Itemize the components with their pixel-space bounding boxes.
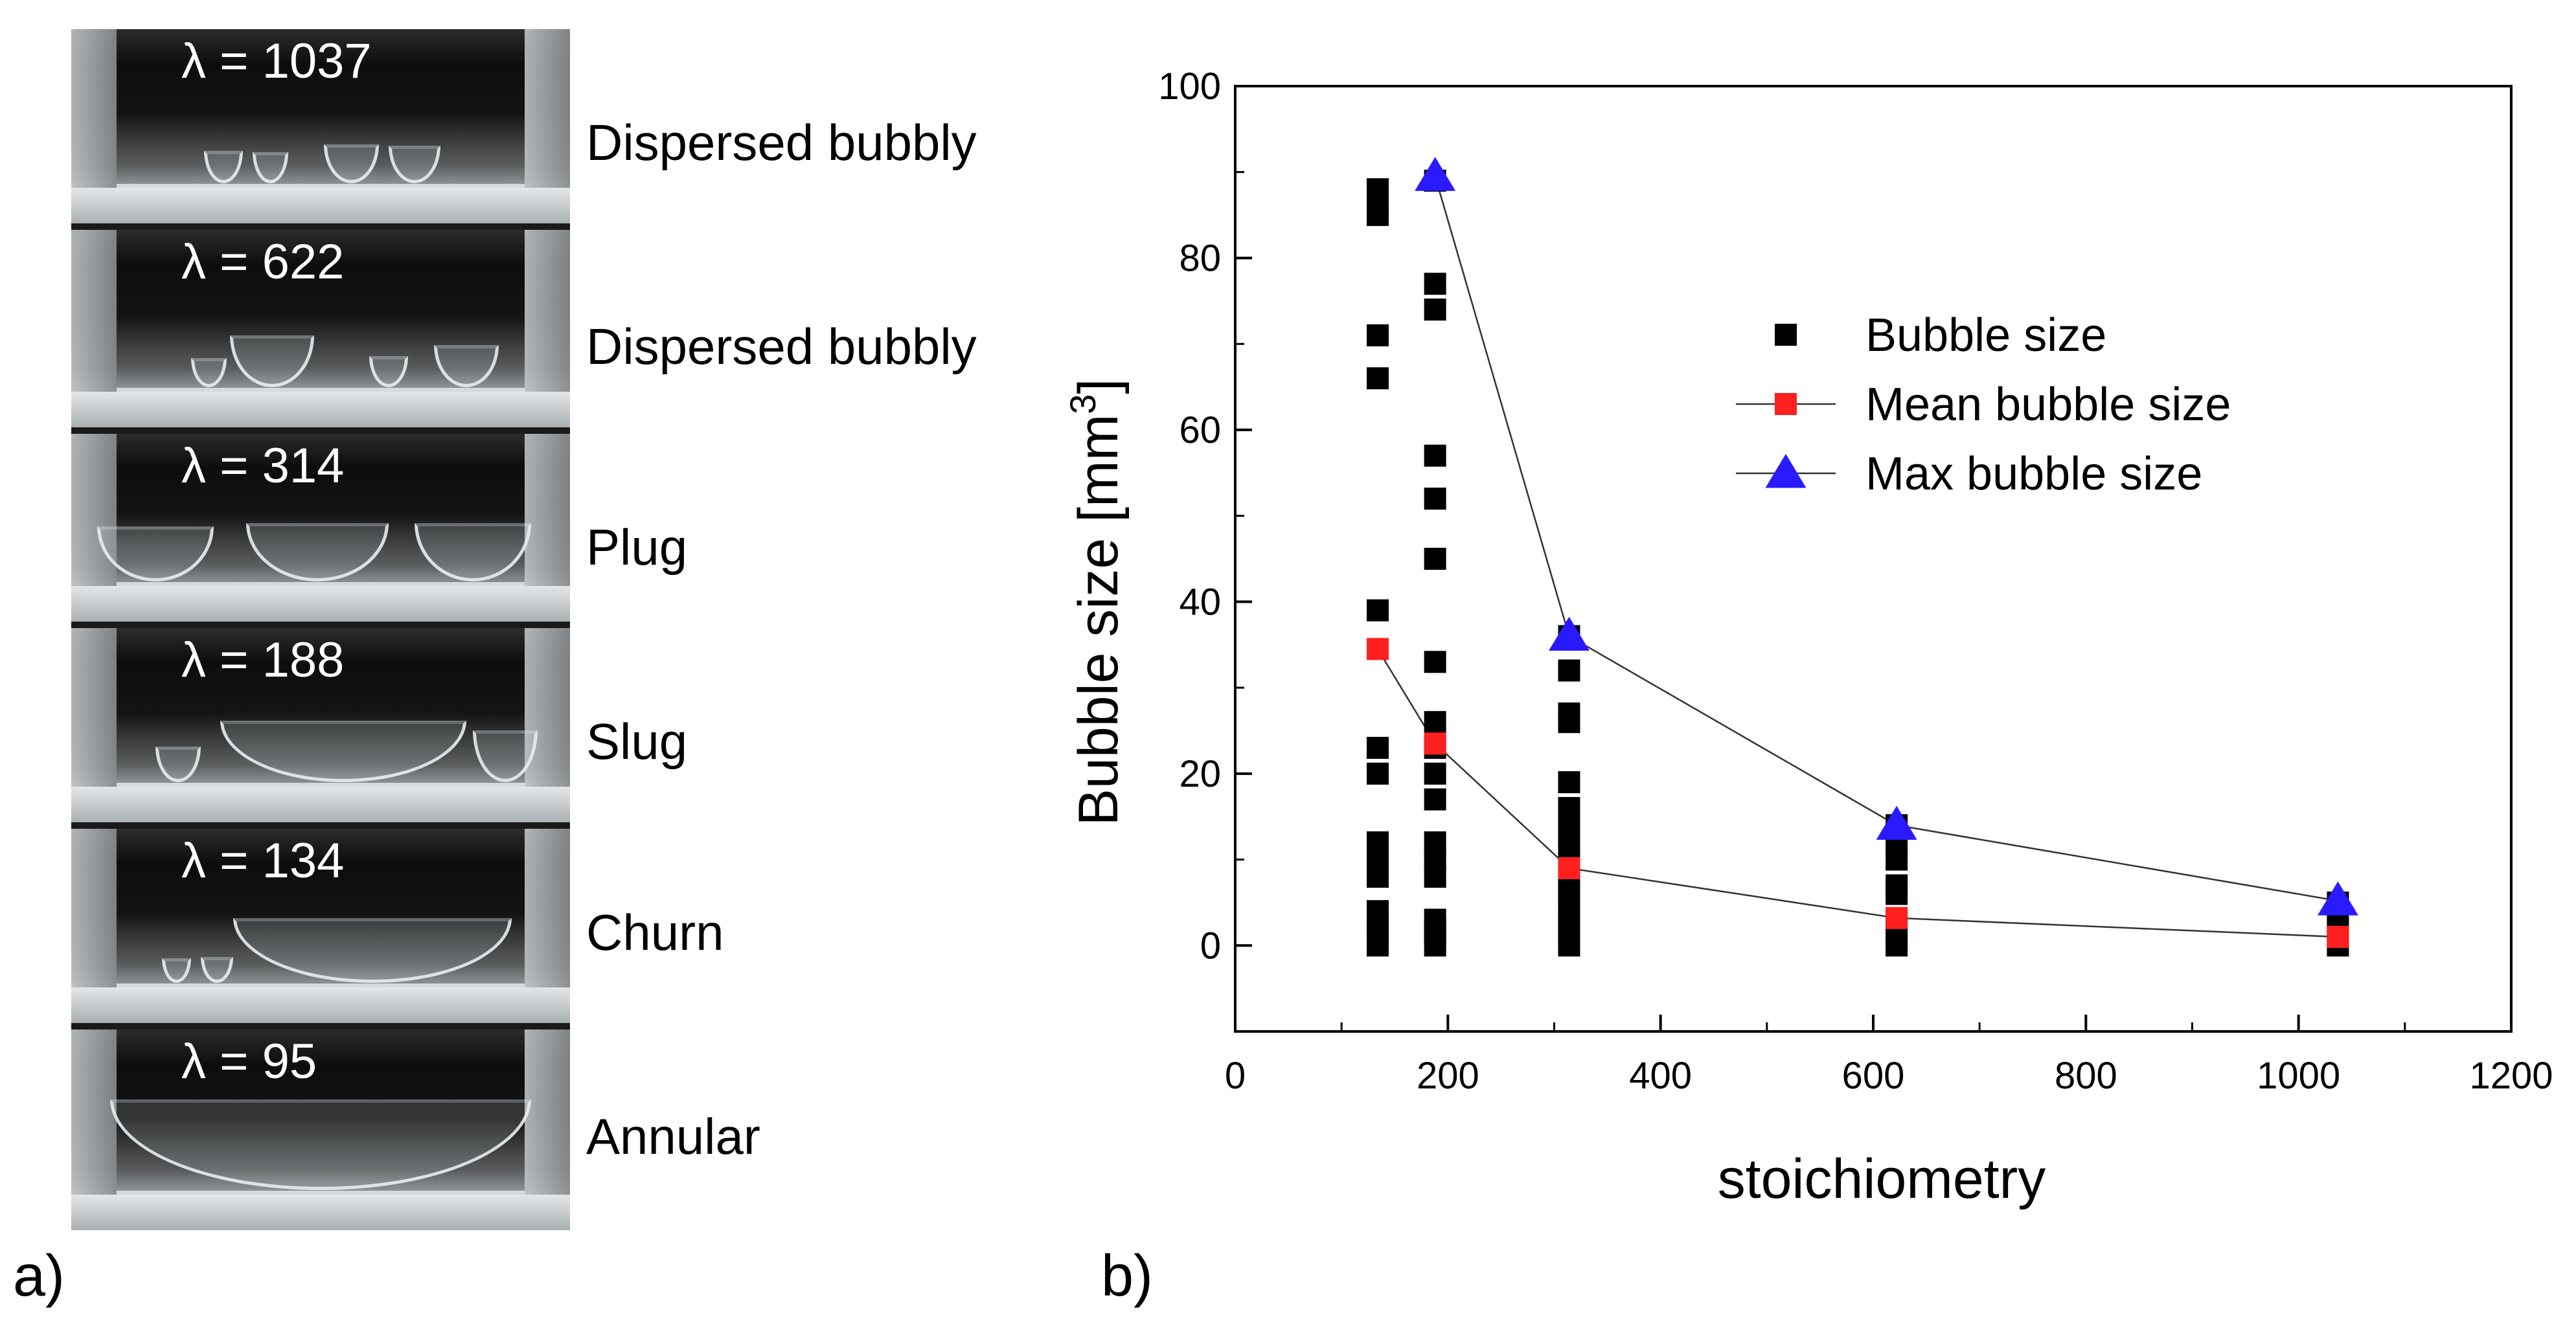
y-tick-label: 80 bbox=[1179, 237, 1221, 279]
series-lines bbox=[1376, 176, 2338, 938]
regime-label: Annular bbox=[586, 1108, 760, 1165]
data-point bbox=[1424, 762, 1446, 785]
data-point bbox=[1558, 796, 1580, 819]
data-point bbox=[1424, 788, 1446, 811]
lambda-label: λ = 188 bbox=[181, 633, 345, 688]
regime-label: Dispersed bubbly bbox=[586, 318, 977, 375]
x-tick-label: 400 bbox=[1629, 1055, 1692, 1097]
data-point bbox=[1366, 638, 1389, 660]
regime-label: Churn bbox=[586, 904, 724, 961]
lambda-label: λ = 622 bbox=[181, 234, 345, 289]
lambda-label: λ = 134 bbox=[181, 833, 345, 888]
x-tick-label: 0 bbox=[1225, 1055, 1246, 1097]
data-point bbox=[1366, 737, 1389, 759]
lambda-label: λ = 314 bbox=[181, 438, 345, 493]
y-tick-label: 0 bbox=[1200, 925, 1221, 967]
data-point bbox=[1424, 273, 1446, 295]
regime-label: Plug bbox=[586, 519, 688, 576]
series-line bbox=[1434, 176, 2338, 902]
x-tick-label: 200 bbox=[1417, 1055, 1479, 1097]
lambda-label: λ = 1037 bbox=[181, 34, 372, 89]
legend-label: Max bubble size bbox=[1865, 448, 2202, 500]
data-point bbox=[1424, 488, 1446, 510]
data-point bbox=[1886, 906, 1908, 929]
y-axis-title: Bubble size [mm3] bbox=[1062, 379, 1130, 826]
x-axis-title: stoichiometry bbox=[1718, 1148, 2046, 1210]
data-point bbox=[1424, 298, 1446, 321]
photo-frame-3: λ = 314 bbox=[71, 434, 570, 622]
data-point bbox=[1876, 805, 1917, 840]
photo-frame-4: λ = 188 bbox=[71, 628, 570, 822]
data-point bbox=[2327, 926, 2349, 948]
data-point bbox=[1366, 324, 1389, 346]
data-point bbox=[1366, 762, 1389, 785]
data-point bbox=[1415, 157, 1456, 191]
photo-panel: λ = 1037 λ = 622 λ = 314 λ = 188 bbox=[71, 29, 570, 1230]
data-point bbox=[1424, 732, 1446, 755]
data-point bbox=[1558, 702, 1580, 725]
data-point bbox=[1366, 178, 1389, 201]
y-axis-title-superscript: 3 bbox=[1062, 394, 1103, 414]
y-tick-label: 20 bbox=[1179, 753, 1221, 795]
data-point bbox=[1366, 831, 1389, 853]
data-point bbox=[1548, 616, 1590, 651]
data-point bbox=[1424, 651, 1446, 673]
y-tick-label: 40 bbox=[1179, 581, 1221, 623]
legend-marker bbox=[1775, 393, 1797, 415]
x-tick-label: 600 bbox=[1842, 1055, 1905, 1097]
chart-axes: 0 200 400 600 800 1000 1200 0 20 40 60 80 100 bbox=[1158, 65, 2553, 1097]
legend-marker bbox=[1775, 324, 1797, 346]
data-point bbox=[1424, 444, 1446, 467]
data-point bbox=[1366, 367, 1389, 390]
y-tick-label: 60 bbox=[1179, 409, 1221, 451]
panel-label-a: a) bbox=[13, 1244, 65, 1309]
data-point bbox=[1558, 857, 1580, 879]
x-tick-label: 1200 bbox=[2469, 1055, 2553, 1097]
data-point bbox=[1558, 771, 1580, 794]
y-tick-label: 100 bbox=[1158, 65, 1221, 107]
x-tick-label: 1000 bbox=[2257, 1055, 2340, 1097]
data-point bbox=[1424, 548, 1446, 570]
y-axis-title-end: ] bbox=[1067, 379, 1130, 394]
data-point bbox=[1424, 711, 1446, 734]
regime-label: Dispersed bubbly bbox=[586, 114, 977, 171]
photo-frame-5: λ = 134 bbox=[71, 829, 570, 1023]
photo-frame-2: λ = 622 bbox=[71, 230, 570, 427]
data-point bbox=[1886, 874, 1908, 897]
data-point bbox=[2317, 881, 2358, 916]
chart-marks bbox=[1366, 157, 2358, 957]
regime-label: Slug bbox=[586, 713, 688, 770]
legend-marker bbox=[1765, 454, 1807, 488]
x-tick-label: 800 bbox=[2055, 1055, 2117, 1097]
series-line bbox=[1376, 648, 2338, 938]
photo-frame-1: λ = 1037 bbox=[71, 29, 570, 223]
data-point bbox=[1424, 831, 1446, 853]
data-point bbox=[1424, 908, 1446, 931]
legend-label: Bubble size bbox=[1865, 309, 2106, 361]
lambda-label: λ = 95 bbox=[181, 1034, 317, 1089]
photo-frame-6: λ = 95 bbox=[71, 1030, 570, 1230]
data-point bbox=[1558, 659, 1580, 682]
data-point bbox=[1366, 900, 1389, 923]
y-axis-title-text: Bubble size [mm bbox=[1067, 414, 1130, 826]
legend-label: Mean bubble size bbox=[1865, 379, 2231, 431]
chart-legend: Bubble size Mean bubble size Max bubble si… bbox=[1736, 309, 2231, 500]
data-point bbox=[1366, 599, 1389, 622]
panel-label-b: b) bbox=[1101, 1244, 1154, 1309]
